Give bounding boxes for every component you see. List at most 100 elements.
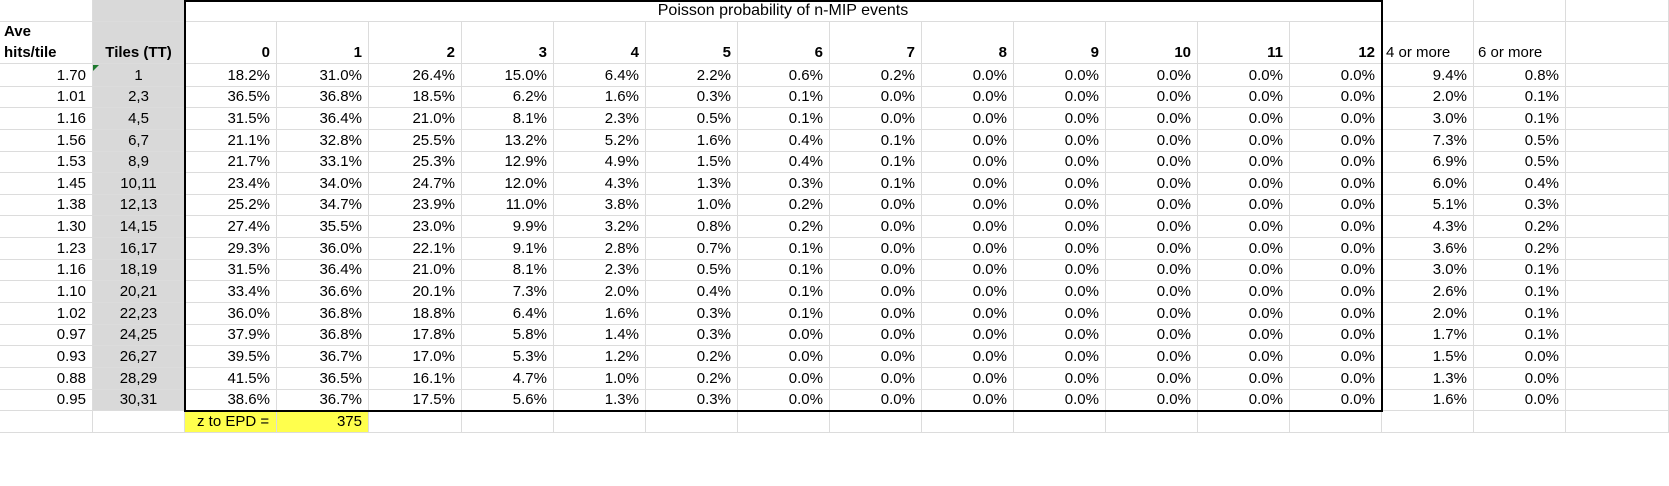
four-or-more-cell[interactable]: 2.6%	[1382, 281, 1474, 303]
probability-cell[interactable]: 5.6%	[462, 390, 554, 411]
header-tiles[interactable]: Tiles (TT)	[93, 22, 185, 64]
probability-cell[interactable]: 21.7%	[185, 152, 277, 173]
probability-cell[interactable]: 27.4%	[185, 216, 277, 238]
probability-cell[interactable]: 36.5%	[277, 368, 369, 390]
tiles-cell[interactable]: 4,5	[93, 108, 185, 130]
six-or-more-cell[interactable]: 0.1%	[1474, 87, 1566, 108]
probability-cell[interactable]: 0.0%	[830, 108, 922, 130]
probability-cell[interactable]: 0.0%	[1014, 130, 1106, 152]
cell-b1[interactable]	[93, 0, 185, 22]
header-n-4[interactable]: 4	[554, 22, 646, 64]
six-or-more-cell[interactable]: 0.1%	[1474, 281, 1566, 303]
probability-cell[interactable]: 2.0%	[554, 281, 646, 303]
probability-cell[interactable]: 0.0%	[738, 390, 830, 411]
probability-cell[interactable]: 0.3%	[646, 325, 738, 346]
four-or-more-cell[interactable]: 2.0%	[1382, 87, 1474, 108]
probability-cell[interactable]: 0.0%	[1106, 130, 1198, 152]
probability-cell[interactable]: 2.2%	[646, 64, 738, 87]
four-or-more-cell[interactable]: 1.7%	[1382, 325, 1474, 346]
empty-cell[interactable]	[1566, 87, 1669, 108]
probability-cell[interactable]: 36.4%	[277, 260, 369, 281]
probability-cell[interactable]: 0.0%	[1290, 87, 1382, 108]
header-n-10[interactable]: 10	[1106, 22, 1198, 64]
probability-cell[interactable]: 0.0%	[1014, 108, 1106, 130]
probability-cell[interactable]: 25.3%	[369, 152, 462, 173]
empty-cell[interactable]	[1566, 195, 1669, 216]
probability-cell[interactable]: 12.0%	[462, 173, 554, 195]
probability-cell[interactable]: 0.2%	[646, 368, 738, 390]
probability-cell[interactable]: 0.0%	[1290, 195, 1382, 216]
probability-cell[interactable]: 1.6%	[554, 87, 646, 108]
probability-cell[interactable]: 0.0%	[1106, 64, 1198, 87]
header-n-6[interactable]: 6	[738, 22, 830, 64]
probability-cell[interactable]: 39.5%	[185, 346, 277, 368]
probability-cell[interactable]: 5.3%	[462, 346, 554, 368]
empty-cell[interactable]	[1566, 390, 1669, 411]
probability-cell[interactable]: 16.1%	[369, 368, 462, 390]
probability-cell[interactable]: 0.0%	[1014, 152, 1106, 173]
probability-cell[interactable]: 0.1%	[738, 87, 830, 108]
probability-cell[interactable]: 0.0%	[1290, 325, 1382, 346]
tiles-cell[interactable]: 1	[93, 64, 185, 87]
probability-cell[interactable]: 12.9%	[462, 152, 554, 173]
probability-cell[interactable]: 0.2%	[738, 216, 830, 238]
probability-cell[interactable]: 36.7%	[277, 390, 369, 411]
four-or-more-cell[interactable]: 1.5%	[1382, 346, 1474, 368]
probability-cell[interactable]: 0.0%	[1290, 173, 1382, 195]
probability-cell[interactable]: 0.3%	[646, 303, 738, 325]
probability-cell[interactable]: 36.7%	[277, 346, 369, 368]
footer-empty-cell[interactable]	[554, 411, 646, 433]
probability-cell[interactable]: 0.0%	[1290, 346, 1382, 368]
probability-cell[interactable]: 0.0%	[1106, 346, 1198, 368]
footer-empty-cell[interactable]	[1566, 411, 1669, 433]
probability-cell[interactable]: 2.8%	[554, 238, 646, 260]
probability-cell[interactable]: 0.0%	[922, 303, 1014, 325]
probability-cell[interactable]: 36.5%	[185, 87, 277, 108]
probability-cell[interactable]: 0.0%	[1106, 216, 1198, 238]
probability-cell[interactable]: 33.1%	[277, 152, 369, 173]
empty-cell[interactable]	[1566, 152, 1669, 173]
probability-cell[interactable]: 0.0%	[1198, 87, 1290, 108]
probability-cell[interactable]: 0.3%	[646, 390, 738, 411]
probability-cell[interactable]: 25.5%	[369, 130, 462, 152]
probability-cell[interactable]: 41.5%	[185, 368, 277, 390]
probability-cell[interactable]: 0.3%	[738, 173, 830, 195]
probability-cell[interactable]: 0.0%	[922, 130, 1014, 152]
probability-cell[interactable]: 0.0%	[922, 325, 1014, 346]
probability-cell[interactable]: 0.0%	[1290, 260, 1382, 281]
probability-cell[interactable]: 21.0%	[369, 260, 462, 281]
probability-cell[interactable]: 0.0%	[1198, 368, 1290, 390]
probability-cell[interactable]: 0.2%	[738, 195, 830, 216]
footer-empty-cell[interactable]	[1474, 411, 1566, 433]
probability-cell[interactable]: 1.0%	[646, 195, 738, 216]
footer-empty-cell[interactable]	[1382, 411, 1474, 433]
ave-hits-cell[interactable]: 1.02	[0, 303, 93, 325]
probability-cell[interactable]: 0.0%	[1014, 390, 1106, 411]
ave-hits-cell[interactable]: 1.23	[0, 238, 93, 260]
tiles-cell[interactable]: 26,27	[93, 346, 185, 368]
probability-cell[interactable]: 0.0%	[1014, 346, 1106, 368]
probability-cell[interactable]: 0.0%	[1106, 368, 1198, 390]
probability-cell[interactable]: 8.1%	[462, 260, 554, 281]
cell-r2[interactable]	[1566, 22, 1669, 64]
footer-empty-cell[interactable]	[369, 411, 462, 433]
probability-cell[interactable]: 0.0%	[922, 238, 1014, 260]
tiles-cell[interactable]: 6,7	[93, 130, 185, 152]
probability-cell[interactable]: 0.0%	[1106, 390, 1198, 411]
probability-cell[interactable]: 31.5%	[185, 260, 277, 281]
probability-cell[interactable]: 4.9%	[554, 152, 646, 173]
probability-cell[interactable]: 0.0%	[922, 87, 1014, 108]
probability-cell[interactable]: 0.0%	[1290, 303, 1382, 325]
probability-cell[interactable]: 0.2%	[830, 64, 922, 87]
four-or-more-cell[interactable]: 7.3%	[1382, 130, 1474, 152]
six-or-more-cell[interactable]: 0.1%	[1474, 303, 1566, 325]
probability-cell[interactable]: 37.9%	[185, 325, 277, 346]
probability-cell[interactable]: 0.1%	[830, 173, 922, 195]
probability-cell[interactable]: 15.0%	[462, 64, 554, 87]
probability-cell[interactable]: 24.7%	[369, 173, 462, 195]
probability-cell[interactable]: 36.6%	[277, 281, 369, 303]
probability-cell[interactable]: 0.0%	[1106, 303, 1198, 325]
probability-cell[interactable]: 0.0%	[922, 195, 1014, 216]
four-or-more-cell[interactable]: 1.6%	[1382, 390, 1474, 411]
probability-cell[interactable]: 0.0%	[1106, 195, 1198, 216]
